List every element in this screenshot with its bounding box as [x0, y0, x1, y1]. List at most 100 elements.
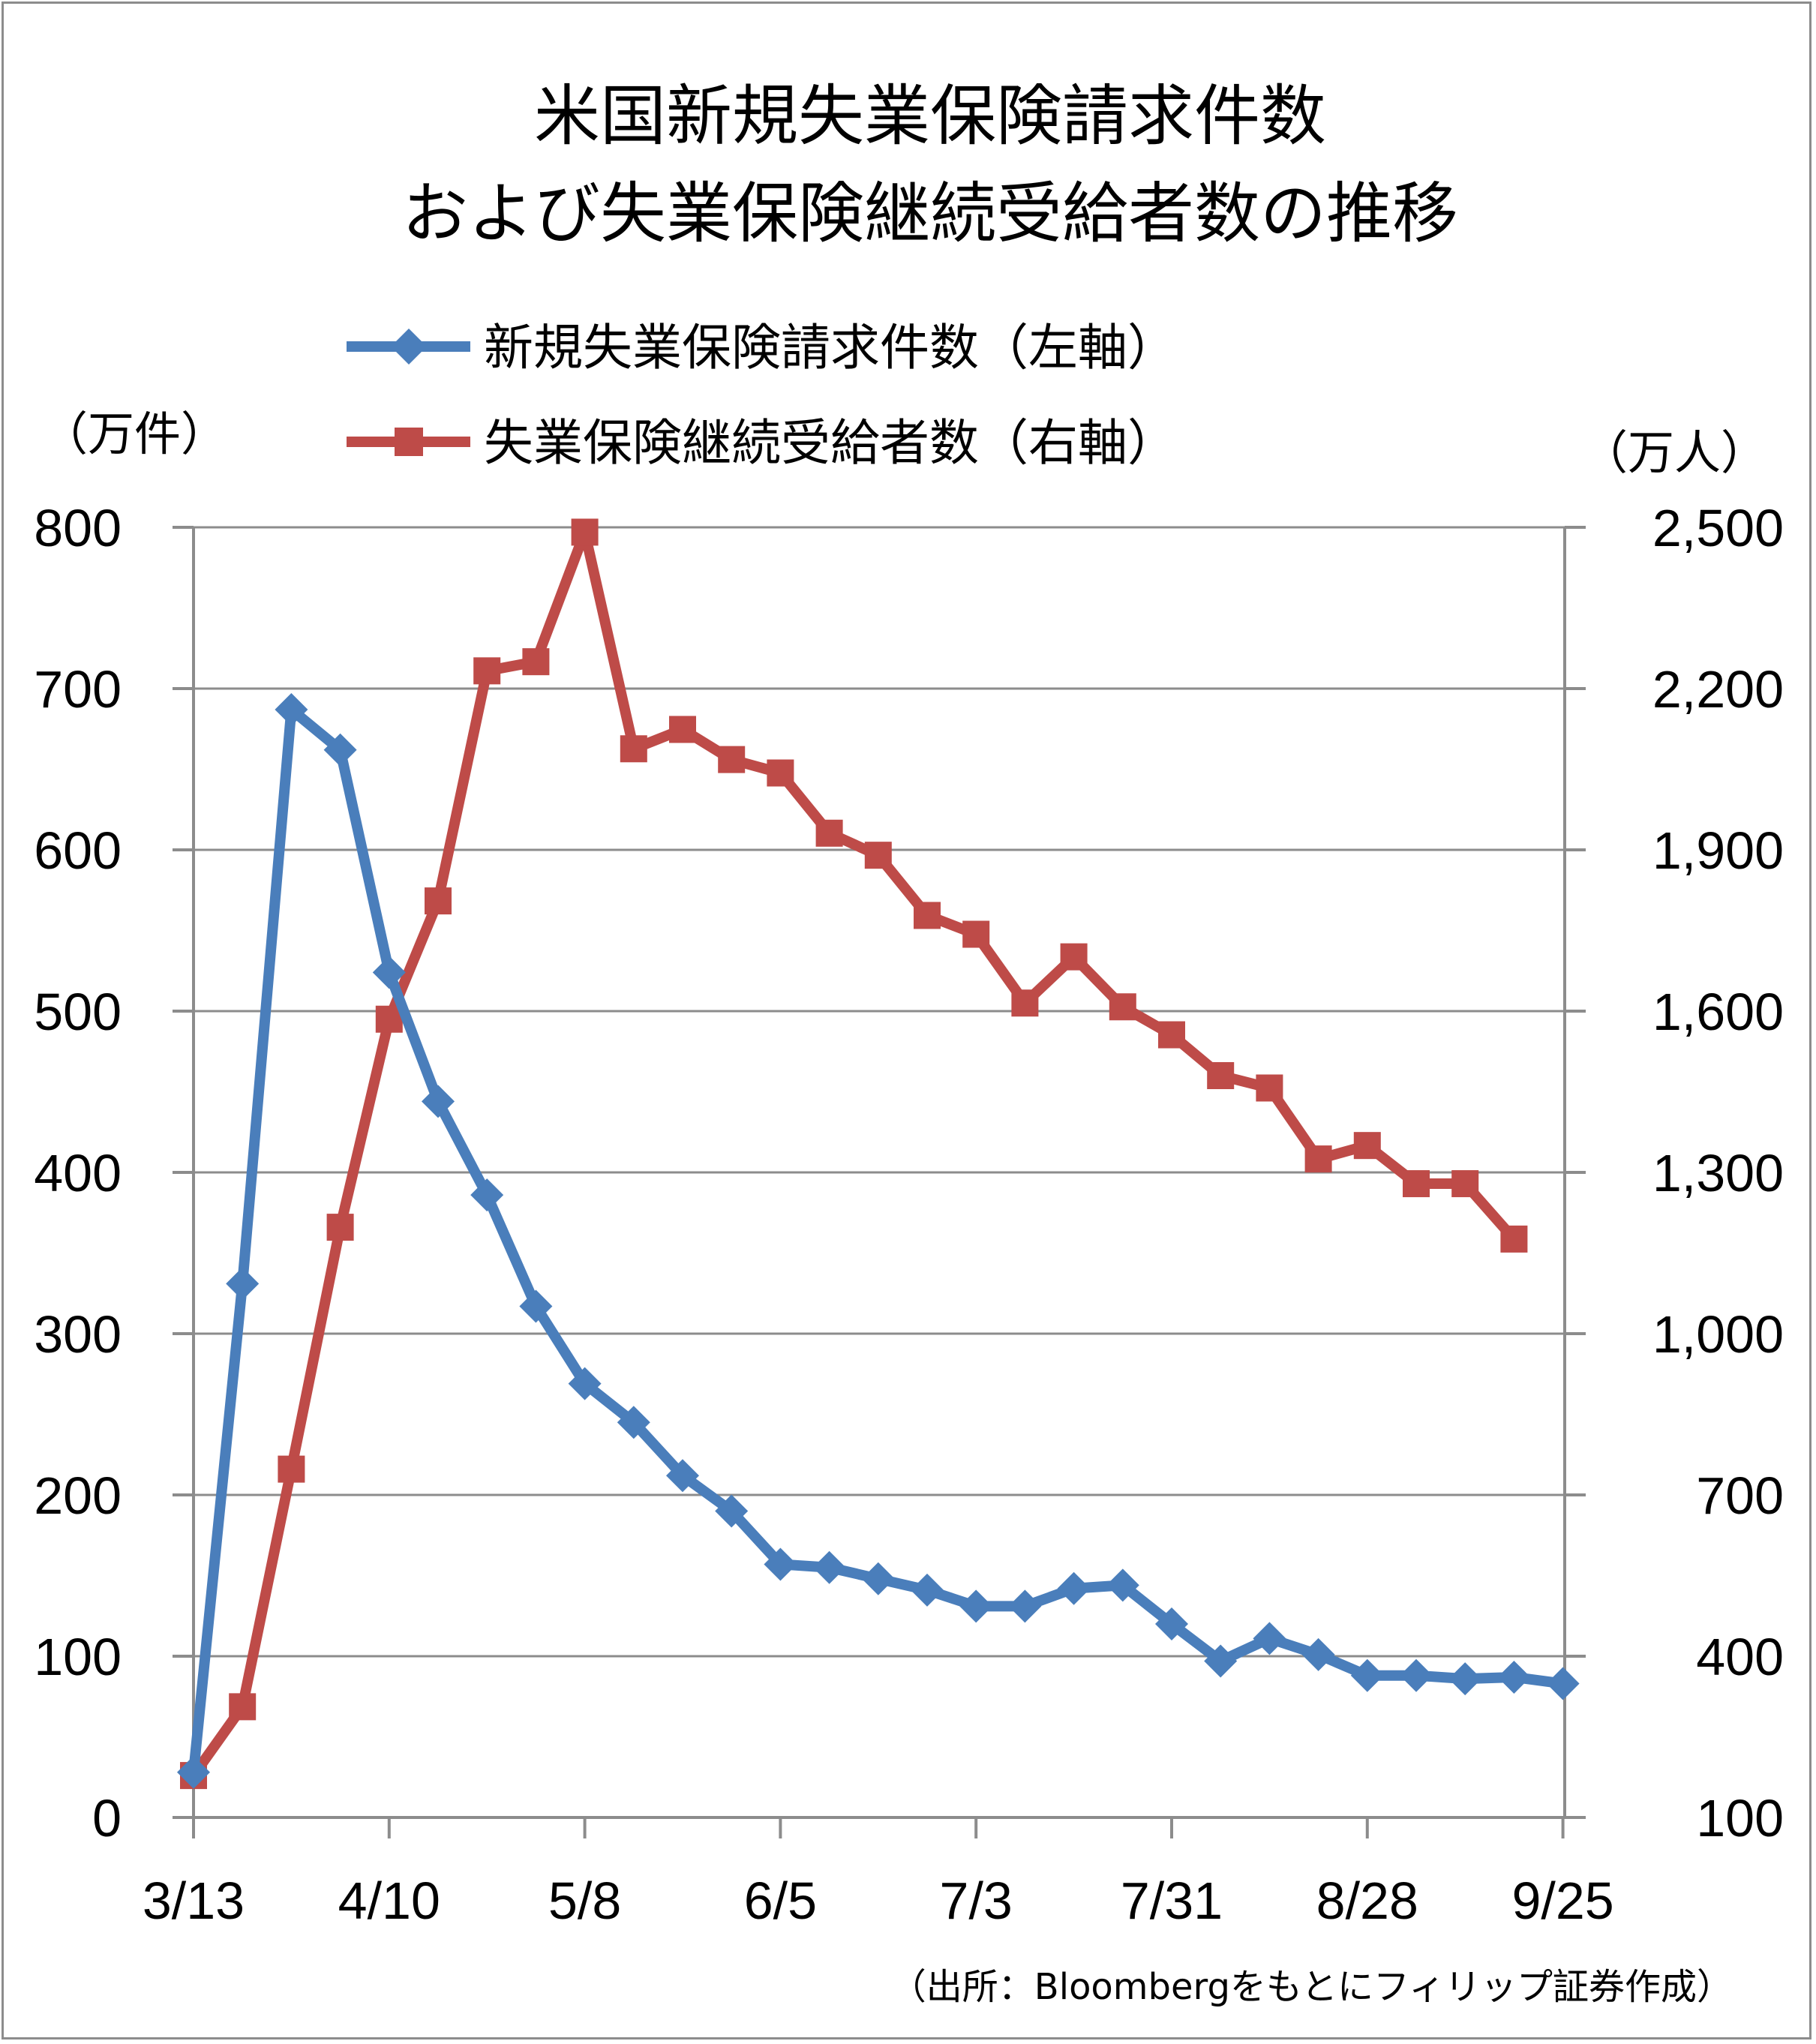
x-tick-label: 4/10	[338, 1871, 440, 1930]
continuing-claims-point	[1451, 1170, 1479, 1198]
new-claims-point	[1155, 1607, 1188, 1640]
x-axis-ticks: 3/13 4/10 5/8 6/5 7/3 7/31 8/28 9/25	[143, 1817, 1614, 1930]
continuing-claims-point	[425, 887, 452, 915]
continuing-claims-point	[815, 819, 843, 847]
legend-label-continuing: 失業保険継続受給者数（右軸）	[484, 414, 1177, 472]
continuing-claims-point	[1060, 943, 1088, 971]
new-claims-point	[422, 1085, 455, 1118]
continuing-claims-point	[326, 1214, 354, 1241]
right-tick-label: 2,200	[1652, 660, 1784, 719]
new-claims-point	[1400, 1658, 1433, 1692]
new-claims-point	[715, 1494, 749, 1528]
left-tick-label: 800	[34, 499, 122, 557]
right-axis-ticks: 100 400 700 1,000 1,300 1,600 1,900 2,200 2,500	[1565, 499, 1784, 1847]
continuing-claims-line	[189, 527, 1518, 1779]
continuing-claims-point	[864, 842, 892, 869]
continuing-claims-point	[1109, 993, 1136, 1021]
new-claims-point	[1253, 1622, 1286, 1655]
x-tick-label: 3/13	[143, 1871, 245, 1930]
continuing-claims-point	[1011, 989, 1039, 1017]
new-claims-point	[1057, 1571, 1091, 1605]
right-tick-label: 100	[1696, 1789, 1784, 1847]
left-tick-label: 400	[34, 1144, 122, 1202]
left-tick-label: 700	[34, 660, 122, 719]
new-claims-point	[177, 1755, 210, 1789]
new-claims-point	[1546, 1667, 1580, 1700]
continuing-claims-point	[571, 518, 599, 546]
new-claims-point	[470, 1178, 504, 1212]
new-claims-point	[1106, 1568, 1139, 1602]
new-claims-point	[1448, 1662, 1482, 1696]
x-tick-label: 5/8	[548, 1871, 621, 1930]
new-claims-point	[617, 1406, 650, 1439]
continuing-claims-point	[229, 1693, 257, 1721]
legend-marker-diamond	[391, 329, 427, 365]
source-note: （出所：Bloombergをもとにフィリップ証券作成）	[890, 1966, 1733, 2008]
continuing-claims-point	[962, 920, 990, 948]
right-tick-label: 700	[1696, 1466, 1784, 1525]
chart-title-line-2: および失業保険継続受給者数の推移	[402, 175, 1458, 252]
new-claims-line	[188, 704, 1564, 1773]
left-axis-ticks: 0 100 200 300 400 500 600 700 800	[34, 499, 194, 1847]
new-claims-point	[1301, 1637, 1335, 1671]
new-claims-point	[568, 1367, 602, 1400]
left-tick-label: 600	[34, 821, 122, 880]
new-claims-point	[959, 1589, 993, 1623]
continuing-claims-point	[1207, 1062, 1235, 1089]
continuing-claims-point	[1304, 1145, 1332, 1173]
continuing-claims-point	[1500, 1225, 1528, 1253]
continuing-claims-point	[767, 759, 794, 787]
legend-label-new-claims: 新規失業保険請求件数（左軸）	[484, 319, 1177, 377]
continuing-claims-point	[1158, 1021, 1185, 1049]
left-tick-label: 200	[34, 1466, 122, 1525]
right-tick-label: 1,300	[1652, 1144, 1784, 1202]
series-new-claims	[177, 692, 1580, 1789]
right-tick-label: 1,600	[1652, 983, 1784, 1041]
new-claims-point	[812, 1550, 846, 1584]
continuing-claims-point	[1256, 1074, 1283, 1102]
left-tick-label: 300	[34, 1305, 122, 1364]
new-claims-point	[1350, 1658, 1384, 1692]
legend-marker-square	[395, 428, 423, 456]
left-tick-label: 0	[92, 1789, 122, 1847]
left-tick-label: 100	[34, 1628, 122, 1686]
series-continuing-claims	[180, 518, 1528, 1790]
continuing-claims-point	[914, 902, 941, 929]
right-axis-unit: （万人）	[1581, 425, 1767, 480]
new-claims-point	[861, 1562, 895, 1595]
new-claims-point	[1204, 1644, 1238, 1678]
continuing-claims-point	[1353, 1132, 1381, 1160]
gridlines	[194, 526, 1565, 1658]
chart-title-line-1: 米国新規失業保険請求件数	[534, 77, 1326, 155]
right-tick-label: 1,000	[1652, 1305, 1784, 1364]
right-tick-label: 400	[1696, 1628, 1784, 1686]
new-claims-point	[372, 956, 406, 989]
new-claims-point	[911, 1573, 944, 1607]
left-tick-label: 500	[34, 983, 122, 1041]
continuing-claims-point	[669, 716, 696, 743]
new-claims-point	[666, 1459, 699, 1493]
continuing-claims-point	[1403, 1170, 1430, 1198]
x-tick-label: 6/5	[744, 1871, 817, 1930]
new-claims-point	[226, 1267, 260, 1301]
continuing-claims-point	[278, 1455, 305, 1483]
left-axis-unit: （万件）	[41, 407, 227, 461]
new-claims-point	[323, 733, 357, 767]
new-claims-point	[275, 692, 308, 726]
new-claims-point	[1497, 1660, 1531, 1694]
continuing-claims-point	[473, 657, 501, 685]
x-tick-label: 9/25	[1511, 1871, 1613, 1930]
legend: 新規失業保険請求件数（左軸） 失業保険継続受給者数（右軸）	[347, 319, 1177, 472]
x-tick-label: 7/31	[1121, 1871, 1223, 1930]
x-tick-label: 8/28	[1316, 1871, 1418, 1930]
new-claims-point	[519, 1289, 553, 1323]
new-claims-point	[764, 1547, 797, 1581]
new-claims-point	[1008, 1589, 1042, 1623]
continuing-claims-point	[718, 746, 746, 773]
x-tick-label: 7/3	[940, 1871, 1013, 1930]
right-tick-label: 1,900	[1652, 821, 1784, 880]
continuing-claims-point	[620, 735, 647, 763]
continuing-claims-point	[522, 648, 550, 676]
